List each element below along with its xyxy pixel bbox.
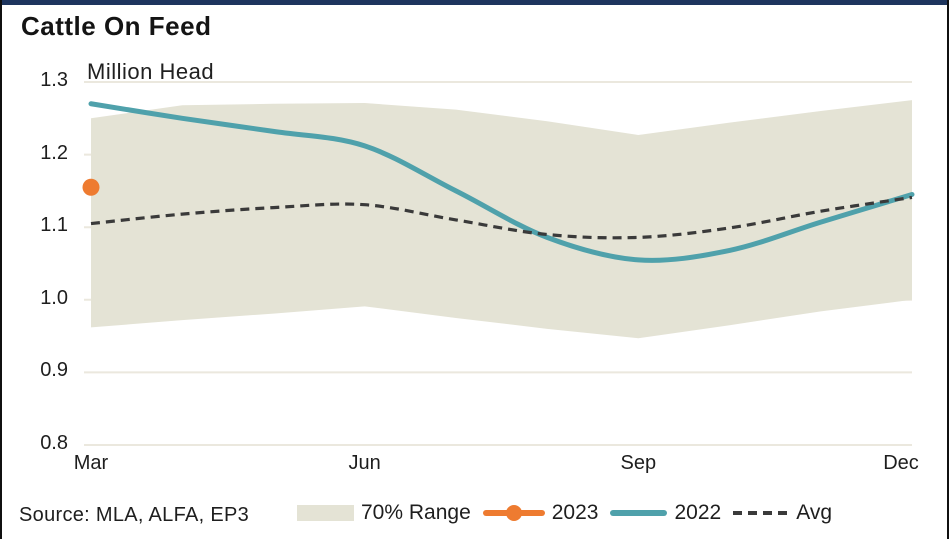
- legend-item-2022: 2022: [610, 501, 721, 525]
- y-axis-unit-label: Million Head: [87, 59, 215, 84]
- band-70-range: [91, 100, 912, 339]
- y-tick-label: 0.9: [40, 359, 68, 382]
- legend-label-2022: 2022: [674, 501, 722, 524]
- line-swatch-icon: [610, 510, 668, 516]
- x-tick-label: Dec: [883, 452, 919, 474]
- dash-swatch-icon: [733, 511, 790, 515]
- legend: 70% Range 2023 2022 Avg: [297, 499, 832, 527]
- legend-item-avg: Avg: [733, 501, 832, 525]
- x-tick-label: Mar: [73, 452, 109, 474]
- left-edge-line: [0, 0, 2, 539]
- legend-item-2023: 2023: [482, 501, 599, 525]
- y-tick-label: 0.8: [40, 432, 68, 454]
- right-edge-line: [947, 0, 949, 539]
- series-line-2022: [88, 101, 915, 263]
- legend-item-70-range: 70% Range: [297, 501, 471, 525]
- bottom-accent-bar: [0, 0, 949, 5]
- y-tick-label: 1.0: [40, 286, 68, 309]
- x-tick-label: Sep: [620, 452, 657, 474]
- y-tick-label: 1.2: [40, 141, 68, 164]
- y-tick-label: 1.1: [40, 214, 68, 237]
- legend-label-70-range: 70% Range: [361, 501, 471, 524]
- legend-label-2023: 2023: [551, 501, 599, 524]
- chart-title: Cattle On Feed: [21, 11, 212, 41]
- point-line-swatch-icon: [482, 504, 545, 522]
- series-point-2023: [82, 178, 100, 196]
- series-line-avg: [90, 195, 913, 240]
- source-note: Source: MLA, ALFA, EP3: [19, 504, 250, 526]
- band-swatch-icon: [297, 505, 354, 521]
- legend-label-avg: Avg: [796, 501, 832, 524]
- y-tick-label: 1.3: [40, 69, 68, 91]
- swatch-2023-dot: [505, 505, 522, 521]
- x-tick-label: Jun: [348, 452, 381, 474]
